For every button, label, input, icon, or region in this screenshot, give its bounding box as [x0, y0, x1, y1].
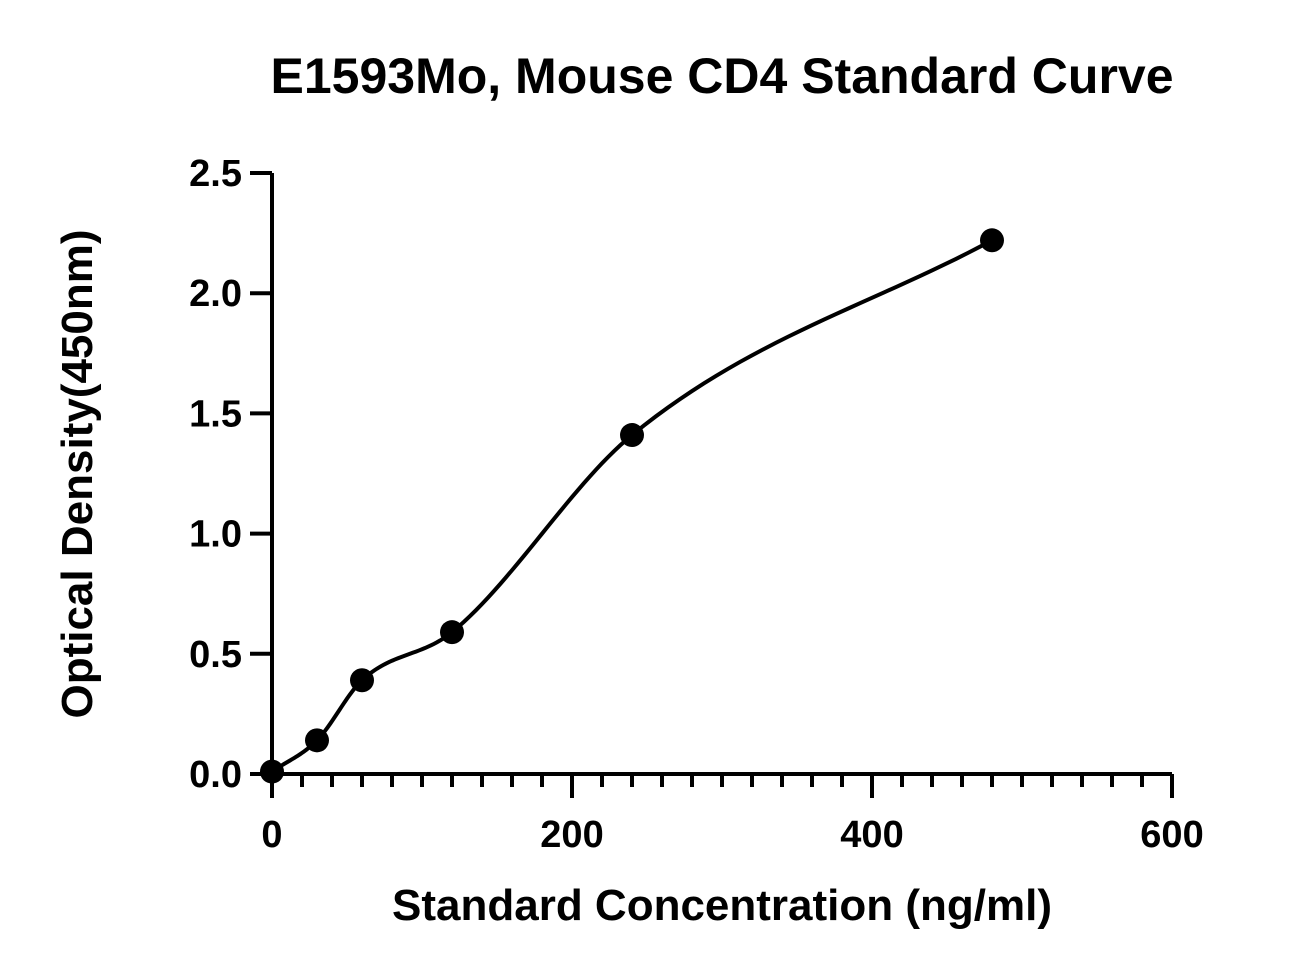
y-tick-label: 0.0	[189, 754, 242, 796]
fit-curve	[270, 238, 993, 774]
data-points	[260, 228, 1004, 784]
chart-title: E1593Mo, Mouse CD4 Standard Curve	[270, 48, 1173, 104]
x-axis-label: Standard Concentration (ng/ml)	[392, 881, 1052, 930]
data-point	[350, 668, 374, 693]
data-point	[620, 423, 644, 448]
y-tick-label: 1.5	[189, 393, 242, 435]
x-tick-label: 0	[261, 814, 282, 856]
y-axis-label: Optical Density(450nm)	[53, 229, 102, 718]
y-tick-label: 0.5	[189, 634, 242, 676]
x-tick-label: 400	[840, 814, 903, 856]
data-point	[980, 228, 1004, 253]
y-tick-label: 2.5	[189, 153, 242, 195]
y-tick-label: 2.0	[189, 273, 242, 315]
data-point	[440, 620, 464, 645]
x-axis: 0 200 400 600	[261, 772, 1204, 856]
data-point	[305, 728, 329, 753]
x-tick-label: 600	[1140, 814, 1203, 856]
y-tick-label: 1.0	[189, 514, 242, 556]
x-tick-label: 200	[540, 814, 603, 856]
data-point	[260, 759, 284, 784]
y-axis: 0.0 0.5 1.0 1.5 2.0 2.5	[189, 153, 274, 796]
